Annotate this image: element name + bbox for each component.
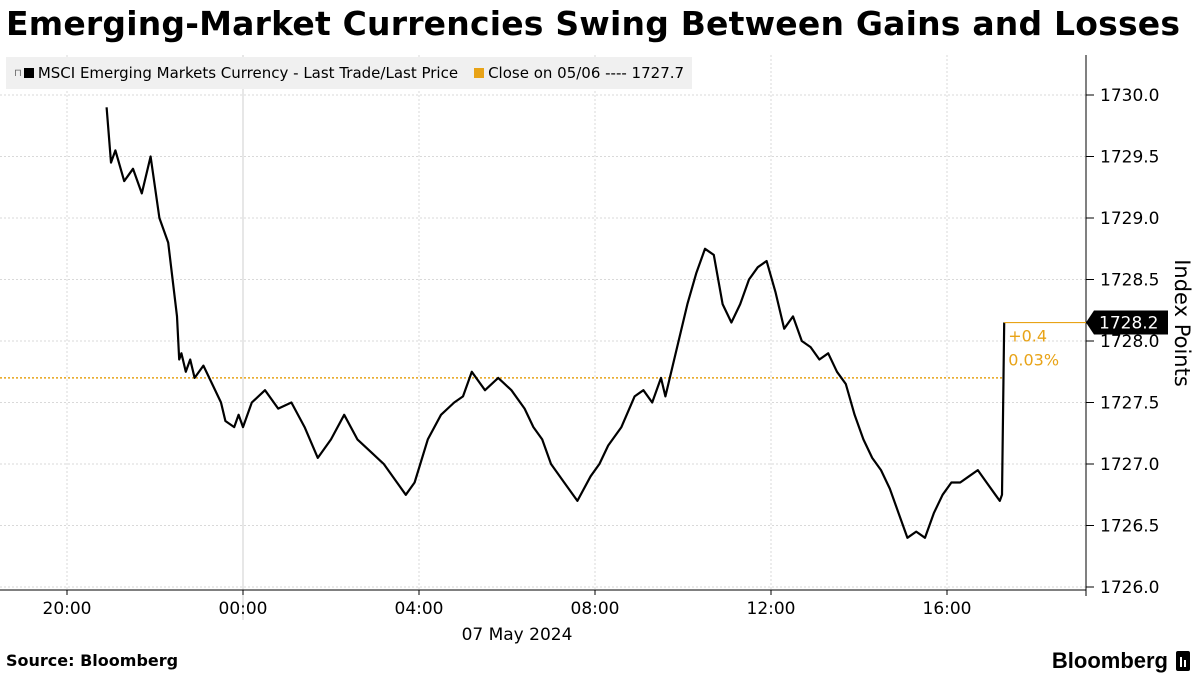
y-tick-label: 1729.0: [1100, 209, 1159, 229]
y-tick-label: 1727.5: [1100, 394, 1159, 414]
legend-label-close: Close on 05/06 ---- 1727.7: [488, 64, 685, 82]
change-pct-label: 0.03%: [1008, 351, 1059, 370]
x-axis-label: 07 May 2024: [462, 625, 573, 645]
y-tick-label: 1728.0: [1100, 332, 1159, 352]
legend-item-close[interactable]: Close on 05/06 ---- 1727.7: [474, 64, 684, 82]
y-tick-label: 1730.0: [1100, 86, 1159, 106]
x-tick-label: 00:00: [219, 599, 268, 619]
source-note: Source: Bloomberg: [6, 651, 179, 670]
last-value-badge: [1086, 310, 1168, 335]
x-tick-label: 12:00: [747, 599, 796, 619]
y-tick-label: 1726.5: [1100, 517, 1159, 537]
chart-title: Emerging-Market Currencies Swing Between…: [6, 4, 1181, 43]
y-tick-label: 1729.5: [1100, 148, 1159, 168]
x-tick-label: 08:00: [571, 599, 620, 619]
change-abs-label: +0.4: [1008, 327, 1047, 346]
legend: ⊓ MSCI Emerging Markets Currency - Last …: [6, 57, 693, 89]
legend-item-series[interactable]: ⊓ MSCI Emerging Markets Currency - Last …: [14, 64, 458, 82]
x-tick-label: 04:00: [395, 599, 444, 619]
legend-handle-icon: ⊓: [14, 67, 22, 79]
y-tick-label: 1728.5: [1100, 271, 1159, 291]
x-tick-label: 16:00: [923, 599, 972, 619]
x-tick-label: 20:00: [43, 599, 92, 619]
y-axis-label: Index Points: [1170, 259, 1194, 387]
last-value-label: 1728.2: [1099, 314, 1158, 334]
legend-swatch-series: [23, 68, 34, 78]
brand: Bloomberg: [1052, 648, 1190, 674]
y-tick-label: 1726.0: [1100, 578, 1159, 598]
legend-label-series: MSCI Emerging Markets Currency - Last Tr…: [37, 64, 459, 82]
brand-name: Bloomberg: [1051, 648, 1168, 673]
y-tick-label: 1727.0: [1100, 455, 1159, 475]
bloomberg-logo-icon: [1176, 651, 1190, 671]
series-line: [105, 107, 1006, 539]
legend-swatch-close: [474, 68, 485, 78]
